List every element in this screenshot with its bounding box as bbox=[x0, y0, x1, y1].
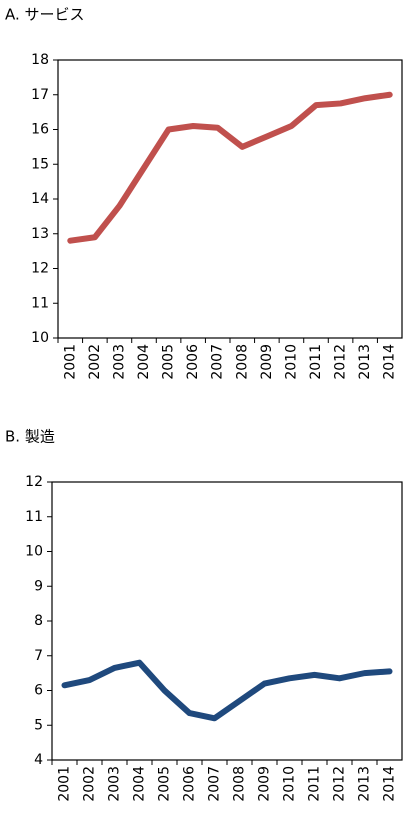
x-tick-label: 2005 bbox=[157, 766, 173, 802]
chart-title: A. サービス bbox=[5, 6, 85, 24]
x-tick-label: 2009 bbox=[259, 344, 275, 380]
y-tick-label: 6 bbox=[34, 683, 43, 699]
plot-frame bbox=[51, 481, 403, 761]
x-tick-label: 2001 bbox=[57, 766, 73, 802]
x-tick-label: 2007 bbox=[210, 344, 226, 380]
y-tick-label: 12 bbox=[25, 474, 43, 490]
x-tick-label: 2012 bbox=[333, 344, 349, 380]
y-tick-label: 17 bbox=[31, 87, 49, 103]
y-tick-label: 15 bbox=[31, 156, 49, 172]
y-tick-label: 11 bbox=[25, 509, 43, 525]
data-line bbox=[67, 91, 393, 244]
chart-title: B. 製造 bbox=[5, 428, 55, 446]
x-tick-label: 2014 bbox=[382, 766, 398, 802]
x-tick-label: 2003 bbox=[111, 344, 127, 380]
x-tick-label: 2010 bbox=[283, 344, 299, 380]
y-tick-label: 10 bbox=[25, 544, 43, 560]
x-tick-label: 2003 bbox=[107, 766, 123, 802]
x-tick-label: 2006 bbox=[182, 766, 198, 802]
y-tick-label: 14 bbox=[31, 191, 49, 207]
x-tick-label: 2011 bbox=[308, 344, 324, 380]
y-tick-label: 8 bbox=[34, 613, 43, 629]
x-tick-label: 2008 bbox=[234, 344, 250, 380]
x-tick-label: 2008 bbox=[232, 766, 248, 802]
y-tick-label: 11 bbox=[31, 295, 49, 311]
y-tick-label: 9 bbox=[34, 578, 43, 594]
x-tick-label: 2009 bbox=[257, 766, 273, 802]
x-tick-label: 2005 bbox=[161, 344, 177, 380]
x-tick-label: 2007 bbox=[207, 766, 223, 802]
y-tick-label: 13 bbox=[31, 226, 49, 242]
x-tick-label: 2010 bbox=[282, 766, 298, 802]
y-tick-label: 12 bbox=[31, 261, 49, 277]
y-tick-label: 7 bbox=[34, 648, 43, 664]
y-tick-label: 10 bbox=[31, 330, 49, 346]
x-tick-label: 2014 bbox=[382, 344, 398, 380]
y-tick-label: 16 bbox=[31, 122, 49, 138]
x-tick-label: 2002 bbox=[87, 344, 103, 380]
y-tick-label: 4 bbox=[34, 752, 43, 768]
x-tick-label: 2013 bbox=[357, 344, 373, 380]
x-tick-label: 2004 bbox=[136, 344, 152, 380]
x-tick-label: 2004 bbox=[132, 766, 148, 802]
data-line bbox=[61, 659, 393, 722]
x-tick-label: 2011 bbox=[307, 766, 323, 802]
x-tick-label: 2006 bbox=[185, 344, 201, 380]
x-tick-label: 2001 bbox=[62, 344, 78, 380]
x-tick-label: 2002 bbox=[82, 766, 98, 802]
x-tick-label: 2013 bbox=[357, 766, 373, 802]
x-tick-label: 2012 bbox=[332, 766, 348, 802]
y-tick-label: 5 bbox=[34, 717, 43, 733]
y-tick-label: 18 bbox=[31, 52, 49, 68]
